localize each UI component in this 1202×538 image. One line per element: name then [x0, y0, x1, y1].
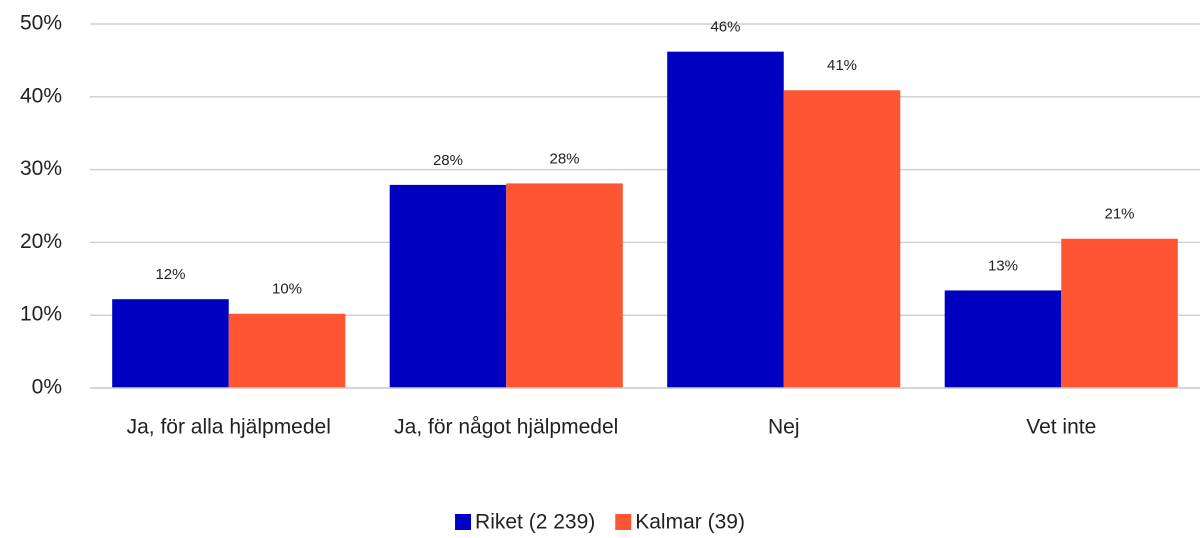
- data-label: 10%: [272, 281, 302, 298]
- bar: [1061, 238, 1178, 388]
- y-tick-label: 50%: [20, 12, 62, 35]
- bar: [783, 90, 901, 389]
- data-label: 46%: [710, 19, 740, 36]
- x-tick-label: Nej: [768, 416, 800, 439]
- y-tick-label: 40%: [20, 84, 62, 107]
- y-tick-label: 10%: [20, 303, 62, 326]
- legend-swatch: [615, 514, 632, 530]
- bar: [389, 184, 507, 388]
- x-tick-label: Ja, för alla hjälpmedel: [127, 416, 331, 439]
- legend-label: Kalmar (39): [635, 511, 745, 533]
- data-label: 28%: [433, 152, 463, 169]
- data-label: 21%: [1105, 206, 1135, 223]
- bar: [506, 183, 623, 388]
- legend-swatch: [455, 514, 472, 530]
- legend-label: Riket (2 239): [475, 511, 595, 533]
- data-label: 12%: [155, 266, 185, 283]
- data-label: 28%: [550, 150, 580, 167]
- y-tick-label: 20%: [20, 230, 62, 253]
- x-tick-label: Vet inte: [1026, 416, 1096, 439]
- y-tick-label: 0%: [32, 376, 62, 399]
- data-label: 13%: [988, 257, 1018, 274]
- data-label: 41%: [827, 57, 857, 74]
- bar: [112, 299, 229, 388]
- x-tick-label: Ja, för något hjälpmedel: [394, 416, 618, 439]
- bar: [667, 51, 784, 388]
- y-tick-label: 30%: [20, 157, 62, 180]
- bar: [944, 290, 1062, 388]
- bar: [228, 313, 346, 388]
